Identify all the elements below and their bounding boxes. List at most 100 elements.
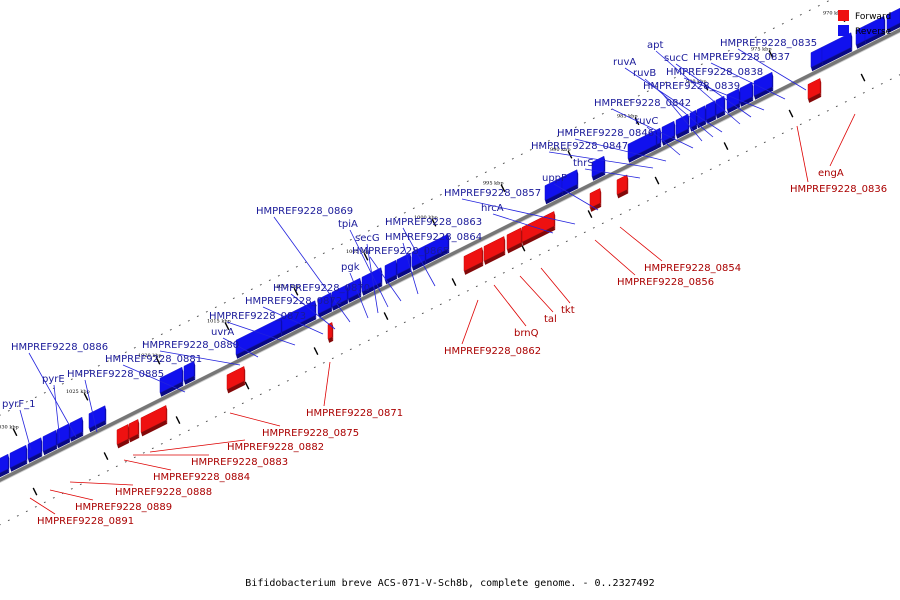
reverse-gene-box[interactable]: [821, 32, 853, 66]
gene-label-pgk[interactable]: pgk: [341, 262, 360, 273]
reverse-gene-box[interactable]: [675, 113, 690, 139]
gene-label-hmpref9228_0880[interactable]: HMPREF9228_0880: [142, 340, 239, 351]
gene-label-hmpref9228_0862[interactable]: HMPREF9228_0862: [444, 346, 541, 357]
tick-label: 1005 kbp: [346, 249, 370, 255]
gene-label-tpia[interactable]: tpiA: [338, 219, 358, 230]
gene-label-uppp[interactable]: uppP: [542, 173, 567, 184]
gene-label-pyrf_1[interactable]: pyrF_1: [2, 399, 36, 410]
gene-label-thrs[interactable]: thrS: [573, 158, 594, 169]
gene-label-pyre[interactable]: pyrE: [42, 374, 65, 385]
leader-line: [611, 108, 694, 149]
forward-gene-box[interactable]: [116, 423, 130, 449]
gene-label-succ[interactable]: sucC: [664, 53, 688, 64]
forward-gene-box[interactable]: [128, 418, 140, 443]
gene-label-hmpref9228_0873[interactable]: HMPREF9228_0873: [209, 311, 306, 322]
legend-forward-label: Forward: [855, 12, 891, 22]
gene-label-hmpref9228_0875[interactable]: HMPREF9228_0875: [262, 428, 359, 439]
gene-label-hmpref9228_0865[interactable]: HMPREF9228_0865: [352, 246, 449, 257]
leader-line: [369, 256, 402, 302]
gene-label-hmpref9228_0839[interactable]: HMPREF9228_0839: [643, 81, 740, 92]
reverse-gene-box[interactable]: [705, 100, 717, 124]
leader-line: [290, 293, 336, 330]
reverse-gene-box[interactable]: [183, 360, 196, 385]
leader-line: [29, 497, 56, 515]
reverse-gene-box[interactable]: [0, 453, 10, 479]
gene-label-hmpref9228_0889[interactable]: HMPREF9228_0889: [75, 502, 172, 513]
reverse-gene-box[interactable]: [42, 429, 58, 456]
reverse-gene-box[interactable]: [159, 366, 184, 397]
tick-mark-upper: [293, 287, 299, 296]
reverse-gene-box[interactable]: [864, 15, 886, 45]
tick-mark-upper: [363, 252, 369, 261]
reverse-gene-box[interactable]: [561, 169, 579, 196]
reverse-gene-box[interactable]: [886, 7, 900, 34]
gene-label-hmpref9228_0886[interactable]: HMPREF9228_0886: [11, 342, 108, 353]
gene-label-hmpref9228_0871[interactable]: HMPREF9228_0871: [306, 408, 403, 419]
gene-label-ruvb[interactable]: ruvB: [633, 68, 656, 79]
gene-label-ruva[interactable]: ruvA: [613, 57, 636, 68]
gene-label-ruvc[interactable]: ruvC: [635, 116, 658, 127]
leader-line: [402, 242, 419, 295]
leader-line: [553, 183, 599, 211]
tick-mark-lower: [451, 278, 457, 286]
forward-gene-box[interactable]: [616, 174, 629, 199]
gene-label-hmpref9228_0891[interactable]: HMPREF9228_0891: [37, 516, 134, 527]
gene-label-hmpref9228_0885[interactable]: HMPREF9228_0885: [67, 369, 164, 380]
gene-label-hmpref9228_0837[interactable]: HMPREF9228_0837: [693, 52, 790, 63]
forward-gene-box[interactable]: [506, 227, 523, 254]
gene-label-hmpref9228_0854[interactable]: HMPREF9228_0854: [644, 263, 741, 274]
reverse-gene-box[interactable]: [88, 405, 107, 433]
forward-gene-box[interactable]: [463, 246, 484, 275]
leader-line: [53, 384, 61, 443]
leader-line: [493, 284, 527, 327]
forward-gene-box[interactable]: [807, 77, 822, 103]
forward-gene-box[interactable]: [140, 404, 168, 437]
reverse-gene-box[interactable]: [317, 292, 333, 318]
forward-gene-box[interactable]: [483, 235, 506, 265]
gene-label-hmpref9228_0842[interactable]: HMPREF9228_0842: [594, 98, 691, 109]
gene-label-hmpref9228_0888[interactable]: HMPREF9228_0888: [115, 487, 212, 498]
reverse-gene-box[interactable]: [27, 437, 43, 463]
gene-label-brnq[interactable]: brnQ: [514, 328, 539, 339]
gene-label-tkt[interactable]: tkt: [561, 305, 575, 316]
gene-label-hmpref9228_0857[interactable]: HMPREF9228_0857: [444, 188, 541, 199]
reverse-gene-box[interactable]: [753, 71, 774, 100]
gene-label-uvra[interactable]: uvrA: [211, 327, 234, 338]
reverse-gene-box[interactable]: [235, 317, 283, 359]
forward-gene-box[interactable]: [226, 365, 246, 394]
gene-label-hmpref9228_0882[interactable]: HMPREF9228_0882: [227, 442, 324, 453]
gene-label-hmpref9228_0870[interactable]: HMPREF9228_0870: [273, 283, 370, 294]
gene-label-hmpref9228_0847[interactable]: HMPREF9228_0847: [531, 141, 628, 152]
gene-label-hmpref9228_0884[interactable]: HMPREF9228_0884: [153, 472, 250, 483]
tick-label: 1000 kbp: [414, 215, 438, 221]
leader-line: [349, 272, 369, 319]
gene-label-tal[interactable]: tal: [544, 314, 557, 325]
gene-label-apt[interactable]: apt: [647, 40, 663, 51]
reverse-gene-box[interactable]: [726, 88, 741, 114]
reverse-gene-box[interactable]: [689, 109, 698, 132]
gene-label-hmpref9228_0883[interactable]: HMPREF9228_0883: [191, 457, 288, 468]
leader-line: [796, 125, 809, 183]
gene-label-hmpref9228_0856[interactable]: HMPREF9228_0856: [617, 277, 714, 288]
gene-label-hmpref9228_0864[interactable]: HMPREF9228_0864: [385, 232, 482, 243]
reverse-gene-box[interactable]: [9, 444, 28, 472]
forward-gene-box[interactable]: [589, 187, 602, 212]
gene-label-enga[interactable]: engA: [818, 168, 844, 179]
reverse-gene-box[interactable]: [627, 129, 658, 163]
gene-label-hmpref9228_0863[interactable]: HMPREF9228_0863: [385, 217, 482, 228]
gene-label-hmpref9228_0835[interactable]: HMPREF9228_0835: [720, 38, 817, 49]
tick-mark-upper: [431, 218, 437, 227]
gene-label-hmpref9228_0836[interactable]: HMPREF9228_0836: [790, 184, 887, 195]
gene-label-hmpref9228_0872[interactable]: HMPREF9228_0872: [245, 296, 342, 307]
gene-label-hmpref9228_0838[interactable]: HMPREF9228_0838: [666, 67, 763, 78]
leader-line: [323, 361, 331, 407]
tick-mark-upper: [500, 184, 506, 193]
gene-label-hrca[interactable]: hrcA: [481, 203, 504, 214]
tick-mark-upper: [155, 356, 161, 365]
reverse-gene-box[interactable]: [384, 259, 398, 285]
gene-label-hmpref9228_0869[interactable]: HMPREF9228_0869: [256, 206, 353, 217]
gene-label-secg[interactable]: secG: [355, 233, 380, 244]
gene-label-hmpref9228_0881[interactable]: HMPREF9228_0881: [105, 354, 202, 365]
gene-label-hmpref9228_0846[interactable]: HMPREF9228_0846: [557, 128, 654, 139]
